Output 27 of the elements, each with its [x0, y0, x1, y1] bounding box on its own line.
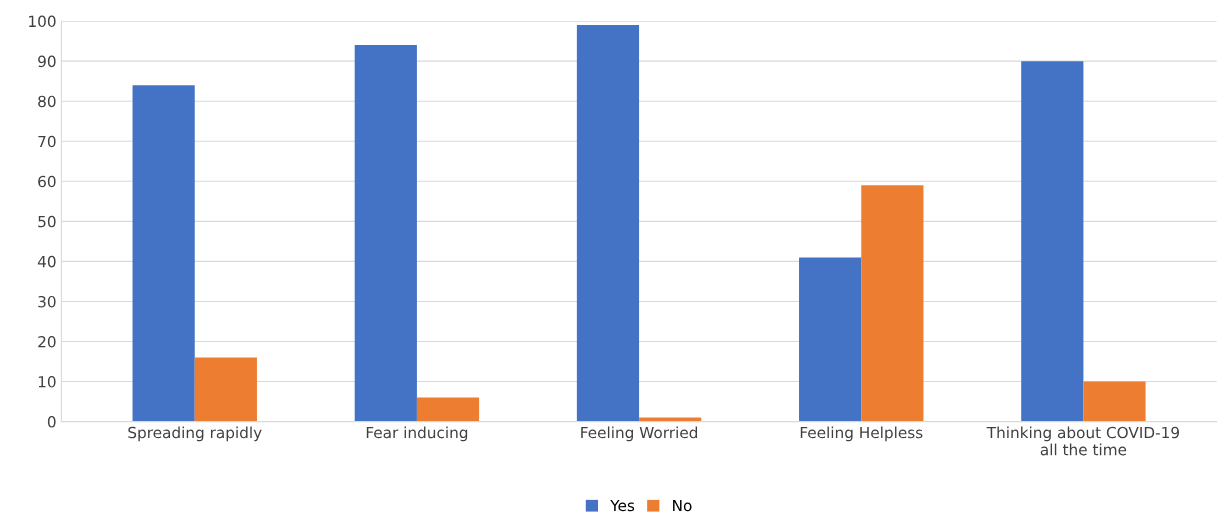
y-tick-label: 50	[38, 215, 56, 228]
y-tick-label: 20	[38, 335, 56, 348]
y-tick-label: 30	[38, 295, 56, 308]
x-tick-label: Feeling Helpless	[800, 426, 923, 442]
bar	[354, 45, 417, 422]
bar	[1083, 381, 1146, 422]
bar	[576, 25, 640, 422]
y-tick-label: 10	[38, 376, 56, 388]
legend-label: No	[673, 499, 692, 512]
bar	[1021, 61, 1084, 422]
y-tick-label: 70	[38, 135, 56, 148]
bar	[132, 85, 195, 422]
x-tick-label: Spreading rapidly	[128, 426, 262, 442]
y-tick-label: 0	[47, 416, 56, 428]
x-tick-label: Feeling Worried	[581, 426, 698, 442]
bar	[194, 357, 257, 422]
x-tick-label: Fear inducing	[366, 426, 468, 442]
bar	[416, 397, 480, 422]
y-tick-label: 60	[38, 175, 56, 188]
bar	[861, 185, 924, 422]
y-tick-label: 90	[38, 55, 56, 68]
y-tick-label: 80	[38, 95, 56, 108]
y-tick-label: 100	[29, 15, 56, 28]
x-tick-label: Thinking about COVID-19 all the time	[986, 426, 1179, 456]
legend-label: Yes	[610, 499, 635, 512]
y-tick-label: 40	[37, 255, 56, 268]
bar	[799, 257, 862, 422]
